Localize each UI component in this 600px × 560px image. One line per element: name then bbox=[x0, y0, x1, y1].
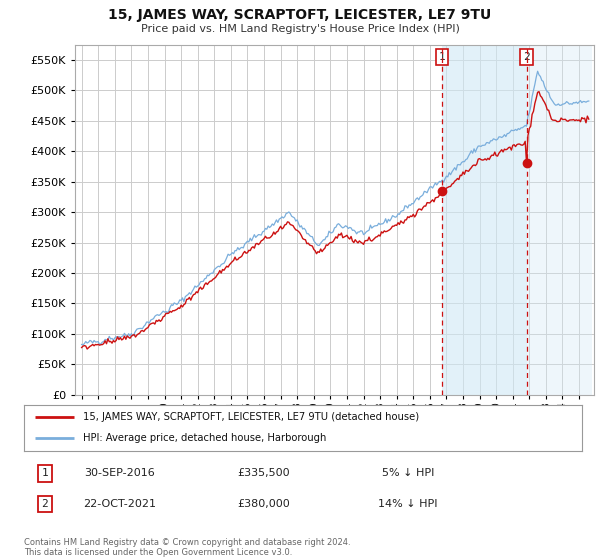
Text: 5% ↓ HPI: 5% ↓ HPI bbox=[382, 468, 434, 478]
Text: 30-SEP-2016: 30-SEP-2016 bbox=[85, 468, 155, 478]
Text: £335,500: £335,500 bbox=[238, 468, 290, 478]
Text: 2: 2 bbox=[41, 499, 49, 509]
Text: 15, JAMES WAY, SCRAPTOFT, LEICESTER, LE7 9TU: 15, JAMES WAY, SCRAPTOFT, LEICESTER, LE7… bbox=[109, 8, 491, 22]
Text: 15, JAMES WAY, SCRAPTOFT, LEICESTER, LE7 9TU (detached house): 15, JAMES WAY, SCRAPTOFT, LEICESTER, LE7… bbox=[83, 412, 419, 422]
Bar bbox=[527, 45, 592, 395]
Bar bbox=[442, 45, 527, 395]
Text: 22-OCT-2021: 22-OCT-2021 bbox=[83, 499, 157, 509]
Text: Price paid vs. HM Land Registry's House Price Index (HPI): Price paid vs. HM Land Registry's House … bbox=[140, 24, 460, 34]
Text: 1: 1 bbox=[41, 468, 49, 478]
Text: £380,000: £380,000 bbox=[238, 499, 290, 509]
Text: HPI: Average price, detached house, Harborough: HPI: Average price, detached house, Harb… bbox=[83, 433, 326, 444]
Text: 14% ↓ HPI: 14% ↓ HPI bbox=[378, 499, 438, 509]
Text: 2: 2 bbox=[523, 52, 530, 62]
Text: Contains HM Land Registry data © Crown copyright and database right 2024.
This d: Contains HM Land Registry data © Crown c… bbox=[24, 538, 350, 557]
Text: 1: 1 bbox=[439, 52, 446, 62]
